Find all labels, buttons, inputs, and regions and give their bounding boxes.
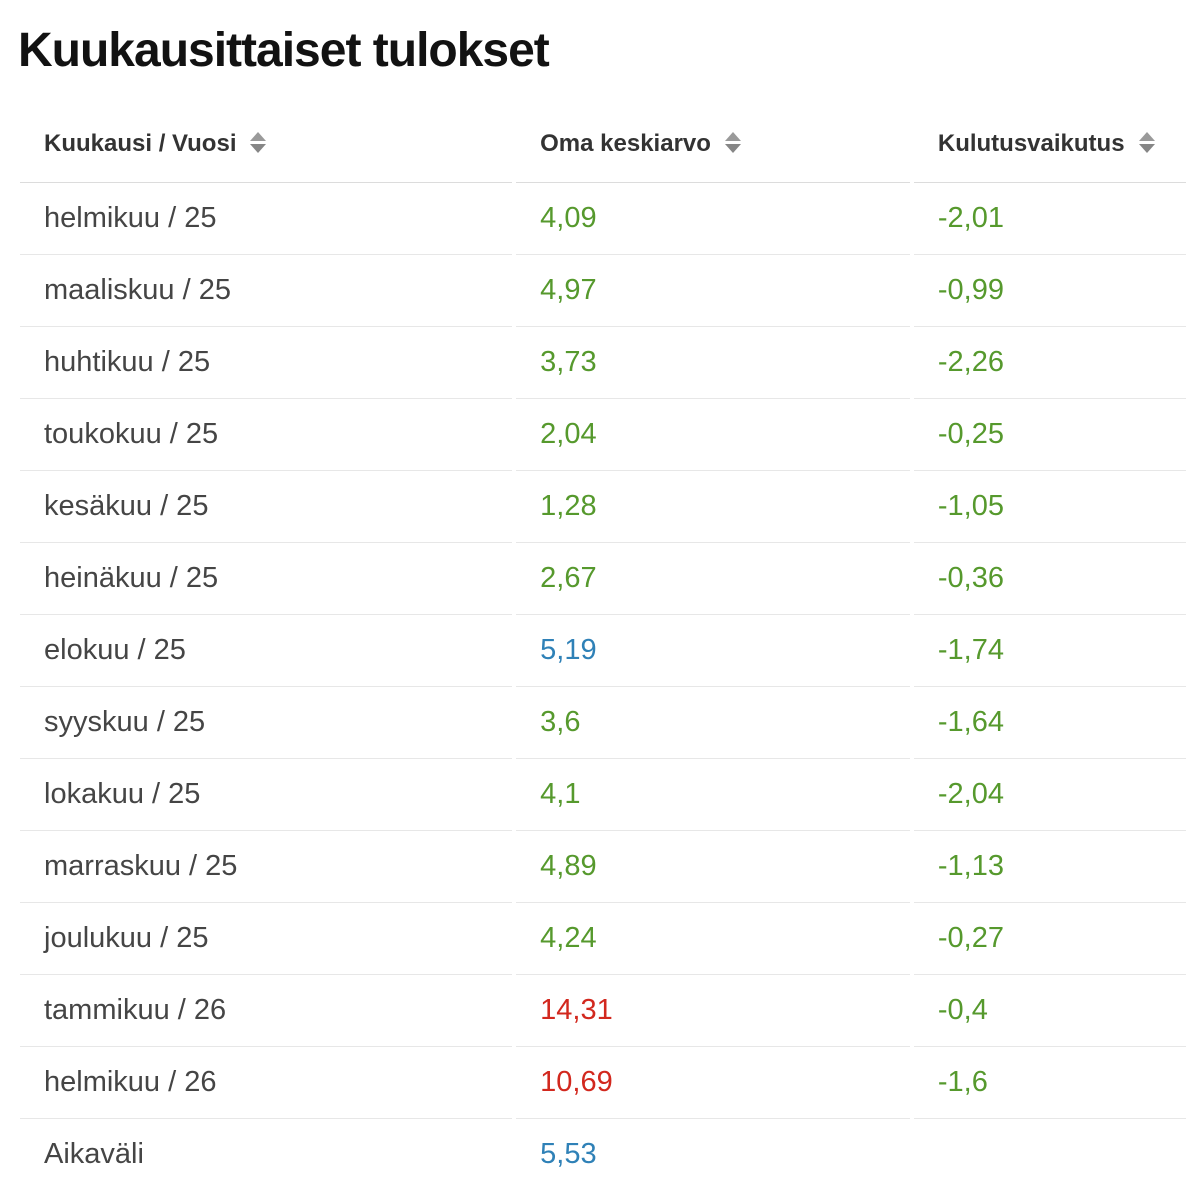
own-average-value: 1,28	[516, 471, 910, 543]
month-year-cell: helmikuu / 26	[20, 1047, 513, 1119]
month-year-cell: tammikuu / 26	[20, 975, 513, 1047]
month-year-cell: marraskuu / 25	[20, 831, 513, 903]
consumption-impact-value: -2,26	[913, 327, 1186, 399]
own-average-value: 3,73	[516, 327, 910, 399]
own-average-value: 14,31	[516, 975, 910, 1047]
table-header-row: Kuukausi / Vuosi Oma keskiarvo Kulutusva…	[20, 106, 1186, 183]
consumption-impact-value: -0,36	[913, 543, 1186, 615]
own-average-value: 2,67	[516, 543, 910, 615]
consumption-impact-value: -1,05	[913, 471, 1186, 543]
column-header-label: Kulutusvaikutus	[937, 129, 1125, 157]
column-header-month-year[interactable]: Kuukausi / Vuosi	[20, 106, 513, 183]
table-row: tammikuu / 26 14,31 -0,4	[20, 975, 1186, 1047]
table-row: lokakuu / 25 4,1 -2,04	[20, 759, 1186, 831]
consumption-impact-value: -1,74	[913, 615, 1186, 687]
own-average-value: 4,97	[516, 255, 910, 327]
sort-arrows-icon[interactable]	[724, 131, 741, 153]
table-row: syyskuu / 25 3,6 -1,64	[20, 687, 1186, 759]
consumption-impact-value: -0,25	[913, 399, 1186, 471]
table-row: helmikuu / 25 4,09 -2,01	[20, 183, 1186, 255]
consumption-impact-value: -2,01	[913, 183, 1186, 255]
consumption-impact-value: -2,04	[913, 759, 1186, 831]
month-year-cell: heinäkuu / 25	[20, 543, 513, 615]
month-year-cell: lokakuu / 25	[20, 759, 513, 831]
own-average-value: 3,6	[516, 687, 910, 759]
own-average-value: 5,53	[540, 1137, 597, 1170]
sort-arrows-icon[interactable]	[1138, 131, 1155, 153]
own-average-value: 2,04	[516, 399, 910, 471]
column-header-own-average[interactable]: Oma keskiarvo	[516, 106, 910, 183]
month-year-cell: maaliskuu / 25	[20, 255, 513, 327]
own-average-value: 4,24	[516, 903, 910, 975]
own-average-value: 4,89	[516, 831, 910, 903]
consumption-impact-value: -1,64	[913, 687, 1186, 759]
column-header-label: Kuukausi / Vuosi	[44, 129, 237, 157]
table-row: helmikuu / 26 10,69 -1,6	[20, 1047, 1186, 1119]
table-row: huhtikuu / 25 3,73 -2,26	[20, 327, 1186, 399]
page-title: Kuukausittaiset tulokset	[18, 24, 550, 77]
consumption-impact-value: -0,4	[913, 975, 1186, 1047]
month-year-cell: Aikaväli	[44, 1137, 144, 1170]
month-year-cell: joulukuu / 25	[20, 903, 513, 975]
table-row: kesäkuu / 25 1,28 -1,05	[20, 471, 1186, 543]
table-row: Aikaväli 5,53	[20, 1119, 1186, 1190]
table-row: joulukuu / 25 4,24 -0,27	[20, 903, 1186, 975]
monthly-results-table: Kuukausi / Vuosi Oma keskiarvo Kulutusva…	[16, 106, 1190, 1190]
consumption-impact-value: -0,99	[913, 255, 1186, 327]
month-year-cell: elokuu / 25	[20, 615, 513, 687]
table-row: maaliskuu / 25 4,97 -0,99	[20, 255, 1186, 327]
month-year-cell: helmikuu / 25	[20, 183, 513, 255]
month-year-cell: huhtikuu / 25	[20, 327, 513, 399]
column-header-label: Oma keskiarvo	[540, 129, 711, 157]
consumption-impact-value: -1,13	[913, 831, 1186, 903]
month-year-cell: syyskuu / 25	[20, 687, 513, 759]
table-row: marraskuu / 25 4,89 -1,13	[20, 831, 1186, 903]
month-year-cell: toukokuu / 25	[20, 399, 513, 471]
table-row: toukokuu / 25 2,04 -0,25	[20, 399, 1186, 471]
consumption-impact-value: -0,27	[913, 903, 1186, 975]
own-average-value: 10,69	[516, 1047, 910, 1119]
table-body: helmikuu / 25 4,09 -2,01 maaliskuu / 25 4,97…	[20, 183, 1186, 1190]
own-average-value: 4,09	[516, 183, 910, 255]
sort-arrows-icon[interactable]	[250, 131, 267, 153]
own-average-value: 4,1	[516, 759, 910, 831]
month-year-cell: kesäkuu / 25	[20, 471, 513, 543]
consumption-impact-value	[914, 1119, 1186, 1190]
column-header-consumption-impact[interactable]: Kulutusvaikutus	[913, 106, 1186, 183]
table-row: elokuu / 25 5,19 -1,74	[20, 615, 1186, 687]
table-row: heinäkuu / 25 2,67 -0,36	[20, 543, 1186, 615]
consumption-impact-value: -1,6	[913, 1047, 1186, 1119]
own-average-value: 5,19	[516, 615, 910, 687]
